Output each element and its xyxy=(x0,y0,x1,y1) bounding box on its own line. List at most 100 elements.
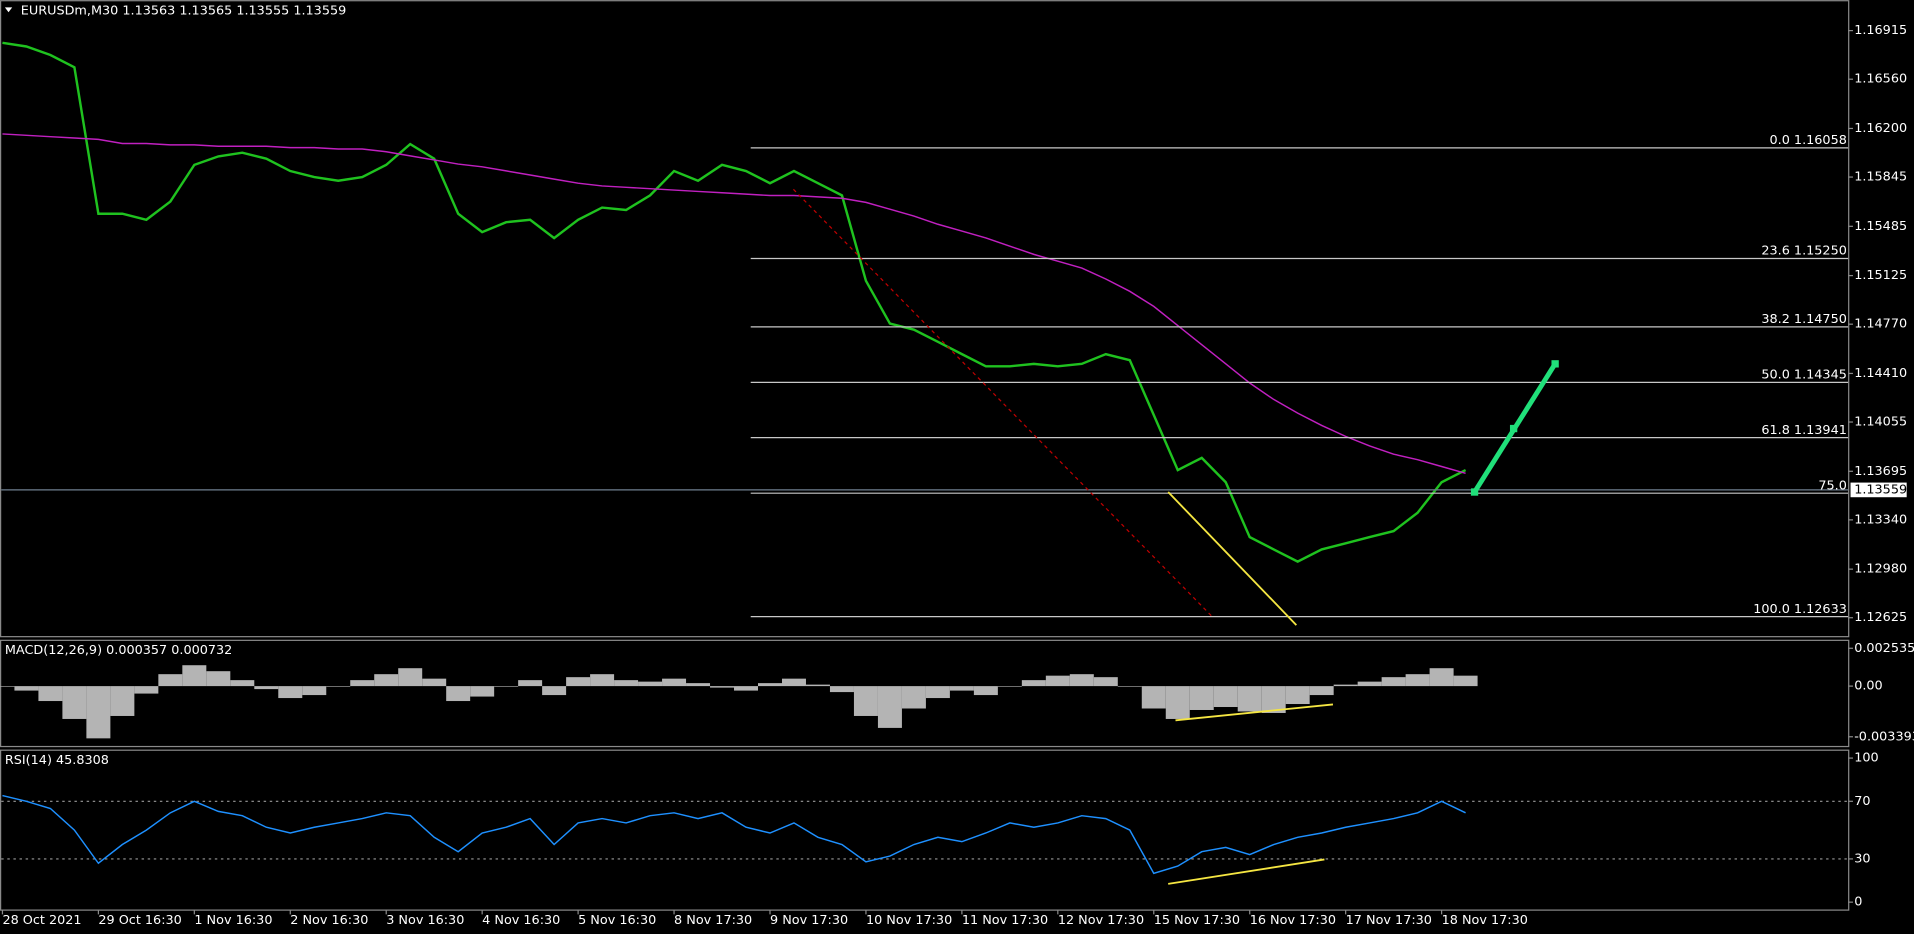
histogram-bar xyxy=(158,674,183,687)
panel-title: MACD(12,26,9) 0.000357 0.000732 xyxy=(5,643,232,658)
histogram-bar xyxy=(829,686,854,693)
histogram-bar xyxy=(1165,686,1190,719)
histogram-bar xyxy=(350,680,375,687)
histogram-bar xyxy=(1189,686,1214,710)
y-tick-label: 100 xyxy=(1854,751,1878,766)
x-tick-label: 18 Nov 17:30 xyxy=(1442,913,1528,928)
histogram-bar xyxy=(0,686,15,687)
y-tick-label: 30 xyxy=(1854,851,1870,866)
x-tick-label: 1 Nov 16:30 xyxy=(194,913,272,928)
histogram-bar xyxy=(734,686,759,691)
histogram-bar xyxy=(470,686,495,697)
x-tick-label: 8 Nov 17:30 xyxy=(674,913,752,928)
y-tick-label: 1.14770 xyxy=(1854,317,1907,332)
macd-frame xyxy=(0,639,1850,748)
y-tick-label: 1.12980 xyxy=(1854,562,1907,577)
arrow-point xyxy=(1551,360,1559,368)
histogram-bar xyxy=(1261,686,1286,713)
y-tick-label: -0.003393 xyxy=(1854,729,1914,744)
fib-label: 61.8 1.13941 xyxy=(1761,423,1846,438)
histogram-bar xyxy=(182,665,207,687)
histogram-bar xyxy=(949,686,974,691)
histogram-bar xyxy=(494,686,519,687)
x-tick-label: 29 Oct 16:30 xyxy=(98,913,181,928)
text-layer: EURUSDm,M30 1.13563 1.13565 1.13555 1.13… xyxy=(2,4,1914,928)
y-tick-label: 1.13340 xyxy=(1854,512,1907,527)
histogram-bar xyxy=(1453,675,1478,687)
main-frame xyxy=(0,0,1850,638)
y-tick-label: 0.002535 xyxy=(1854,641,1914,656)
histogram-bar xyxy=(973,686,998,696)
x-tick-label: 9 Nov 17:30 xyxy=(770,913,848,928)
y-tick-label: 1.16560 xyxy=(1854,72,1907,87)
yellow-trendline xyxy=(1168,858,1325,885)
y-tick-label: 1.12625 xyxy=(1854,610,1907,625)
histogram-bar xyxy=(1237,686,1262,712)
histogram-bar xyxy=(566,677,591,687)
x-tick-label: 3 Nov 16:30 xyxy=(386,913,464,928)
bid-label: 1.13559 xyxy=(1854,482,1907,497)
fib-label: 50.0 1.14345 xyxy=(1761,368,1846,383)
histogram-bar xyxy=(326,686,351,687)
x-tick-label: 2 Nov 16:30 xyxy=(290,913,368,928)
histogram-bar xyxy=(302,686,327,696)
histogram-bar xyxy=(1381,677,1406,687)
histogram-bar xyxy=(518,680,543,687)
y-tick-label: 1.13695 xyxy=(1854,464,1907,479)
histogram-bar xyxy=(614,680,639,687)
histogram-bar xyxy=(446,686,471,702)
histogram-bar xyxy=(1093,677,1118,687)
x-tick-label: 4 Nov 16:30 xyxy=(482,913,560,928)
data-layer xyxy=(0,30,1853,915)
histogram-bar xyxy=(278,686,303,699)
y-tick-label: 1.15485 xyxy=(1854,219,1907,234)
histogram-bar xyxy=(1405,674,1430,687)
histogram-bar xyxy=(1333,684,1358,687)
y-tick-label: 0.00 xyxy=(1854,679,1883,694)
y-tick-label: 1.14055 xyxy=(1854,415,1907,430)
frames xyxy=(0,0,1850,911)
histogram-bar xyxy=(1141,686,1166,709)
x-tick-label: 17 Nov 17:30 xyxy=(1346,913,1432,928)
y-tick-label: 70 xyxy=(1854,794,1870,809)
x-tick-label: 10 Nov 17:30 xyxy=(866,913,952,928)
histogram-bar xyxy=(590,674,615,687)
histogram-bar xyxy=(805,684,830,687)
histogram-bar xyxy=(14,686,39,691)
x-tick-label: 11 Nov 17:30 xyxy=(962,913,1048,928)
y-tick-label: 1.14410 xyxy=(1854,366,1907,381)
x-tick-label: 5 Nov 16:30 xyxy=(578,913,656,928)
histogram-bar xyxy=(38,686,63,702)
series-line xyxy=(2,133,1466,475)
y-tick-label: 1.15125 xyxy=(1854,268,1907,283)
histogram-bar xyxy=(254,686,279,690)
bid-tag xyxy=(1850,482,1907,498)
histogram-bar xyxy=(781,678,806,687)
fib-label: 38.2 1.14750 xyxy=(1761,312,1846,327)
panel-title: EURUSDm,M30 1.13563 1.13565 1.13555 1.13… xyxy=(21,4,346,19)
trend-dashed xyxy=(792,188,1213,617)
histogram-bar xyxy=(110,686,135,716)
histogram-bar xyxy=(1117,686,1142,687)
y-tick-label: 0 xyxy=(1854,895,1862,910)
histogram-bar xyxy=(134,686,159,694)
histogram-bar xyxy=(1357,681,1382,687)
fib-label: 0.0 1.16058 xyxy=(1770,133,1847,148)
histogram-bar xyxy=(997,686,1022,687)
arrow-point xyxy=(1509,424,1518,433)
series-line xyxy=(2,794,1466,875)
histogram-bar xyxy=(1213,686,1238,708)
yellow-trendline xyxy=(1167,491,1298,626)
histogram-bar xyxy=(1429,668,1454,687)
histogram-bar xyxy=(901,686,926,709)
y-tick-label: 1.16915 xyxy=(1854,23,1907,38)
x-tick-label: 16 Nov 17:30 xyxy=(1250,913,1336,928)
histogram-bar xyxy=(542,686,567,696)
panel-title: RSI(14) 45.8308 xyxy=(5,753,109,768)
histogram-bar xyxy=(925,686,950,699)
x-tick-label: 15 Nov 17:30 xyxy=(1154,913,1240,928)
histogram-bar xyxy=(1309,686,1334,696)
series-line xyxy=(2,41,1467,563)
